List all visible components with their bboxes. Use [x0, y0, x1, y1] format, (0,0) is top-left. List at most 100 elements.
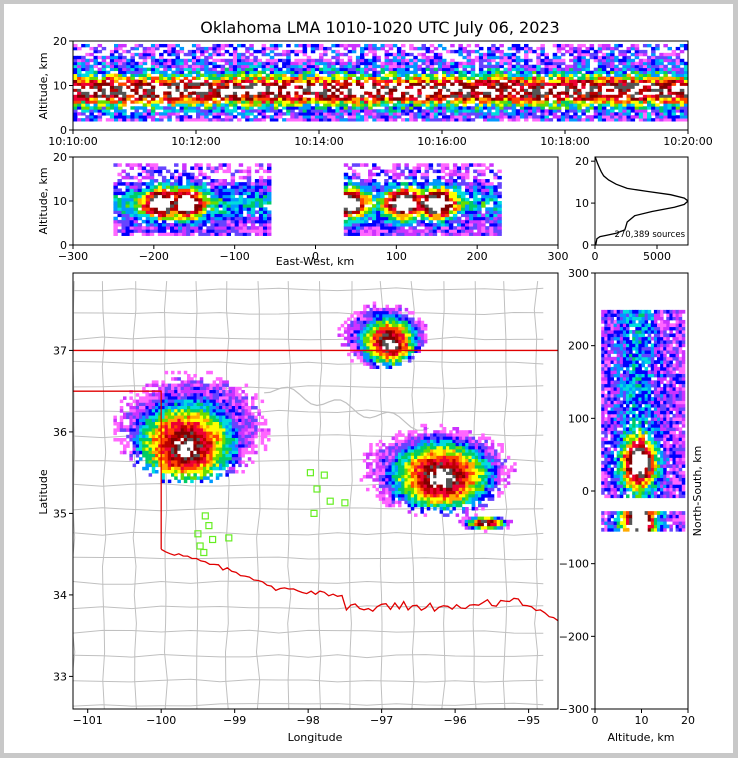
time-height-cell: [470, 76, 476, 80]
time-height-cell: [396, 73, 402, 77]
time-height-cell: [286, 79, 291, 83]
east-west-cell: [121, 191, 126, 196]
east-west-cell: [178, 207, 183, 211]
time-height-cell: [105, 100, 111, 104]
plan-view-cell: [148, 431, 153, 436]
time-height-cell: [298, 94, 303, 98]
time-height-cell: [89, 76, 94, 80]
time-height-cell: [413, 76, 418, 80]
time-height-cell: [368, 43, 373, 48]
time-height-cell: [683, 43, 688, 48]
time-height-cell: [577, 52, 582, 57]
time-height-cell: [655, 70, 660, 75]
time-height-cell: [552, 67, 558, 72]
time-height-cell: [290, 70, 295, 75]
east-west-cell: [392, 197, 397, 202]
time-height-cell: [450, 82, 455, 86]
time-height-cell: [81, 76, 86, 80]
time-height-cell: [347, 64, 353, 69]
time-height-cell: [536, 70, 541, 75]
east-west-cell: [440, 213, 446, 218]
time-height-cell: [597, 73, 603, 77]
time-height-cell: [528, 97, 533, 101]
time-height-cell: [491, 82, 496, 86]
time-height-cell: [495, 70, 500, 75]
time-height-cell: [532, 64, 537, 69]
east-west-cell: [404, 194, 409, 199]
time-height-cell: [360, 82, 365, 86]
time-height-cell: [175, 82, 180, 86]
time-height-cell: [364, 76, 369, 80]
east-west-cell: [222, 232, 227, 236]
plan-view-cell: [132, 434, 137, 439]
time-height-cell: [97, 43, 103, 48]
time-height-cell: [163, 58, 168, 63]
time-height-cell: [524, 106, 529, 110]
time-height-cell: [310, 106, 316, 110]
time-height-cell: [306, 73, 312, 77]
time-height-cell: [679, 91, 685, 95]
time-height-cell: [458, 82, 463, 86]
time-height-cell: [569, 91, 574, 95]
east-west-cell: [242, 182, 248, 186]
time-height-cell: [73, 91, 78, 95]
time-height-cell: [339, 43, 344, 48]
east-west-cell: [238, 226, 244, 230]
time-height-cell: [245, 73, 250, 77]
time-height-cell: [327, 85, 332, 89]
east-west-cell: [469, 182, 474, 186]
plan-view-cell: [139, 402, 143, 407]
time-height-cell: [556, 88, 562, 92]
plan-view-cell: [151, 418, 156, 423]
east-west-cell: [161, 185, 167, 189]
plan-view-cell: [119, 406, 124, 410]
east-west-cell: [359, 207, 365, 211]
time-height-cell: [380, 112, 385, 116]
east-west-cell: [113, 191, 118, 196]
east-west-cell: [456, 172, 462, 177]
time-height-cell: [532, 100, 537, 104]
time-height-cell: [515, 70, 521, 75]
time-height-cell: [347, 43, 353, 48]
time-height-cell: [216, 79, 221, 83]
time-height-cell: [556, 82, 562, 86]
east-west-cell: [198, 207, 203, 211]
time-height-cell: [478, 112, 484, 116]
east-west-cell: [210, 210, 215, 214]
time-height-cell: [122, 115, 127, 119]
east-west-cell: [141, 166, 147, 170]
time-height-cell: [298, 100, 303, 104]
time-height-cell: [200, 67, 205, 72]
time-height-cell: [663, 82, 668, 86]
time-height-cell: [421, 94, 426, 98]
county-line: [73, 653, 544, 659]
time-height-cell: [351, 100, 357, 104]
east-west-cell: [364, 232, 369, 236]
east-west-cell: [206, 219, 211, 224]
time-height-cell: [581, 52, 586, 57]
east-west-cell: [364, 207, 369, 211]
east-west-cell: [206, 226, 211, 230]
time-height-cell: [429, 73, 435, 77]
plan-view-cell: [113, 422, 117, 426]
east-west-cell: [436, 163, 442, 167]
time-height-cell: [364, 112, 369, 116]
time-height-cell: [97, 85, 103, 89]
plan-view-cell: [161, 454, 165, 458]
time-height-cell: [130, 67, 135, 72]
time-height-cell: [437, 118, 443, 122]
time-height-cell: [610, 115, 615, 119]
time-height-cell: [671, 106, 677, 110]
time-height-cell: [478, 67, 484, 72]
time-height-cell: [630, 43, 636, 48]
east-west-cell: [416, 191, 421, 196]
time-height-cell: [237, 82, 242, 86]
time-height-cell: [515, 82, 521, 86]
time-height-cell: [150, 118, 156, 122]
east-west-cell: [206, 163, 211, 167]
time-height-cell: [606, 76, 611, 80]
time-height-cell: [306, 58, 312, 63]
time-height-cell: [630, 67, 636, 72]
time-height-cell: [638, 109, 644, 113]
time-height-cell: [228, 70, 234, 75]
